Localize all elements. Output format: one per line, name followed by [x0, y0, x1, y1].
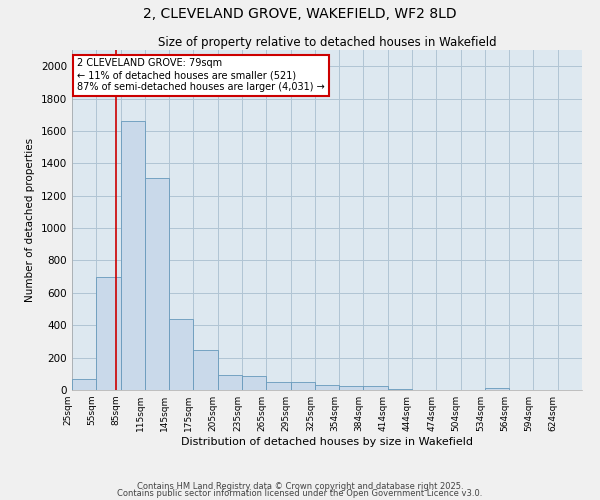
Text: 2, CLEVELAND GROVE, WAKEFIELD, WF2 8LD: 2, CLEVELAND GROVE, WAKEFIELD, WF2 8LD [143, 8, 457, 22]
Bar [388, 389, 412, 390]
Bar [364, 386, 388, 390]
Text: Contains HM Land Registry data © Crown copyright and database right 2025.: Contains HM Land Registry data © Crown c… [137, 482, 463, 491]
Bar [242, 376, 266, 390]
Bar [193, 350, 218, 390]
Bar [266, 382, 290, 390]
Bar [290, 382, 315, 390]
Bar [121, 121, 145, 390]
Bar [96, 276, 121, 390]
X-axis label: Distribution of detached houses by size in Wakefield: Distribution of detached houses by size … [181, 437, 473, 447]
Y-axis label: Number of detached properties: Number of detached properties [25, 138, 35, 302]
Bar [145, 178, 169, 390]
Bar [218, 374, 242, 390]
Bar [169, 319, 193, 390]
Bar [485, 388, 509, 390]
Text: Contains public sector information licensed under the Open Government Licence v3: Contains public sector information licen… [118, 489, 482, 498]
Text: 2 CLEVELAND GROVE: 79sqm
← 11% of detached houses are smaller (521)
87% of semi-: 2 CLEVELAND GROVE: 79sqm ← 11% of detach… [77, 58, 325, 92]
Bar [339, 386, 364, 390]
Bar [315, 385, 339, 390]
Bar [72, 380, 96, 390]
Title: Size of property relative to detached houses in Wakefield: Size of property relative to detached ho… [158, 36, 496, 49]
